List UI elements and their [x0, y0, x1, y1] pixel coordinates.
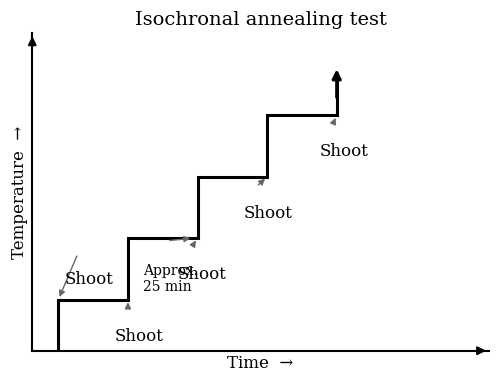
Text: Shoot: Shoot [65, 272, 114, 288]
Text: Shoot: Shoot [178, 266, 227, 283]
Text: Approx.
25 min: Approx. 25 min [143, 264, 198, 294]
Text: Shoot: Shoot [320, 144, 368, 160]
X-axis label: Time  →: Time → [228, 355, 294, 372]
Text: Shoot: Shoot [243, 205, 292, 222]
Y-axis label: Temperature  →: Temperature → [11, 126, 28, 259]
Text: Shoot: Shoot [115, 328, 164, 345]
Title: Isochronal annealing test: Isochronal annealing test [134, 11, 386, 29]
